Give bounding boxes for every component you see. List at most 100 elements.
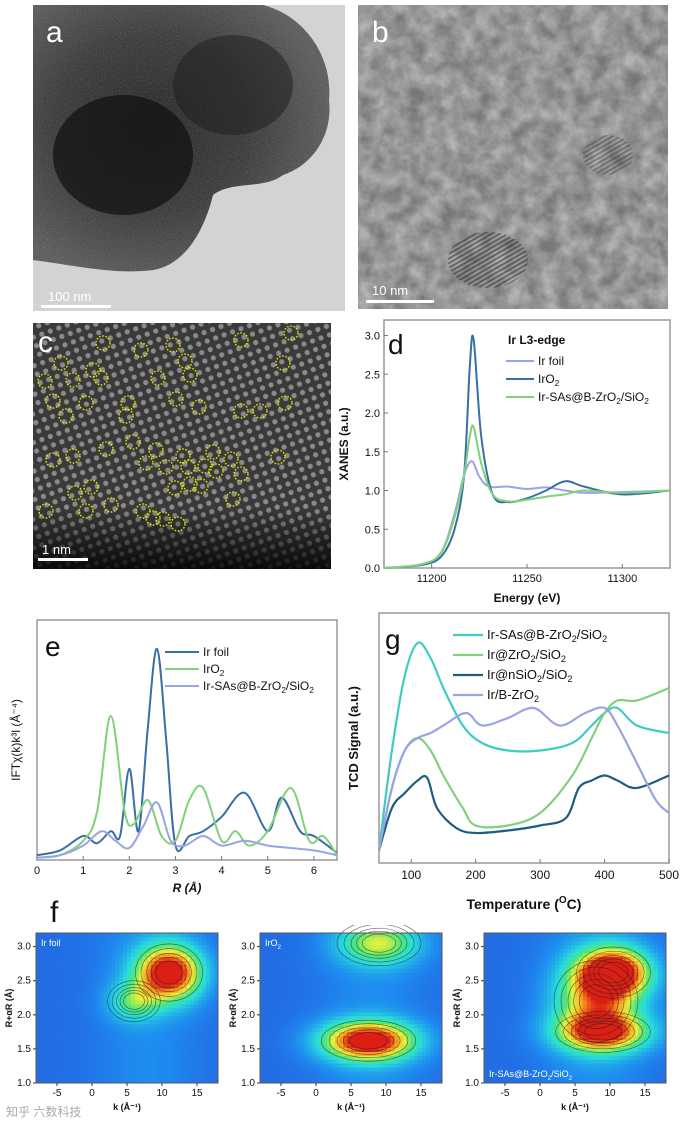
heatmap-cell (578, 972, 584, 977)
heatmap-cell (51, 1079, 57, 1084)
heatmap-cell (39, 1051, 45, 1056)
heatmap-cell (275, 968, 281, 973)
heatmap-cell (519, 1079, 524, 1084)
heatmap-cell (75, 1063, 80, 1068)
heatmap-cell (602, 1031, 608, 1037)
heatmap-cell (295, 1043, 300, 1048)
heatmap-cell (571, 1019, 576, 1025)
single-atom-marker (165, 337, 181, 353)
heatmap-cell (555, 940, 560, 946)
heatmap-cell (567, 1063, 572, 1068)
heatmap-cell (610, 1004, 615, 1009)
heatmap-cell (434, 964, 439, 969)
heatmap-cell (594, 1051, 600, 1056)
heatmap-cell (366, 984, 372, 989)
heatmap-cell (511, 1063, 517, 1068)
heatmap-cell (406, 980, 411, 985)
x-tick-label: 300 (530, 868, 550, 882)
heatmap-cell (260, 1015, 265, 1021)
heatmap-cell (83, 1047, 88, 1052)
heatmap-cell (115, 1079, 120, 1084)
heatmap-cell (343, 1019, 348, 1025)
heatmap-cell (287, 980, 293, 985)
heatmap-cell (331, 964, 336, 969)
heatmap-cell (170, 988, 175, 993)
heatmap-cell (267, 980, 273, 985)
heatmap-cell (487, 1071, 493, 1076)
heatmap-cell (590, 1079, 596, 1084)
heatmap-cell (79, 992, 84, 997)
heatmap-cell (210, 948, 215, 954)
heatmap-cell (51, 1031, 57, 1037)
heatmap-cell (426, 1004, 431, 1009)
heatmap-cell (398, 1011, 403, 1017)
heatmap-cell (307, 1063, 312, 1068)
heatmap-cell (83, 933, 88, 938)
heatmap-cell (531, 1047, 536, 1052)
heatmap-cell (214, 1000, 219, 1005)
heatmap-cell (206, 1015, 211, 1021)
heatmap-cell (327, 1019, 332, 1025)
heatmap-cell (410, 964, 415, 969)
heatmap-cell (142, 940, 148, 946)
heatmap-cell (362, 1043, 368, 1048)
heatmap-cell (343, 940, 348, 946)
heatmap-cell (515, 1000, 521, 1005)
heatmap-cell (430, 936, 435, 942)
heatmap-cell (138, 933, 144, 938)
heatmap-cell (402, 1043, 407, 1048)
heatmap-cell (484, 1055, 489, 1060)
heatmap-cell (194, 1079, 199, 1084)
heatmap-cell (87, 1004, 92, 1009)
heatmap-cell (547, 1027, 552, 1033)
heatmap-cell (83, 1008, 88, 1013)
heatmap-cell (150, 1000, 156, 1005)
heatmap-cell (487, 1031, 493, 1037)
heatmap-cell (567, 1004, 572, 1009)
heatmap-cell (422, 1019, 427, 1025)
heatmap-cell (127, 948, 132, 954)
heatmap-cell (406, 1055, 411, 1060)
heatmap-cell (186, 1039, 191, 1044)
heatmap-cell (263, 933, 269, 938)
heatmap-cell (594, 1067, 600, 1072)
legend-label-0-main: Ir foil (203, 645, 229, 659)
heatmap-cell (430, 1031, 435, 1037)
heatmap-cell (606, 1039, 612, 1044)
heatmap-cell (134, 1063, 140, 1068)
heatmap-cell (390, 1063, 395, 1068)
heatmap-cell (535, 1067, 540, 1072)
heatmap-cell (323, 972, 328, 977)
heatmap-cell (79, 933, 84, 938)
heatmap-cell (95, 1043, 100, 1048)
heatmap-cell (194, 1000, 199, 1005)
heatmap-cell (575, 964, 580, 969)
heatmap-cell (103, 1015, 108, 1021)
heatmap-cell (79, 972, 84, 977)
heatmap-cell (91, 964, 96, 969)
heatmap-cell (138, 1031, 144, 1037)
heatmap-cell (36, 976, 41, 981)
heatmap-cell (487, 1015, 493, 1021)
heatmap-cell (198, 1079, 203, 1084)
heatmap-cell (63, 944, 69, 950)
heatmap-cell (351, 992, 356, 997)
heatmap-cell (79, 952, 84, 958)
heatmap-cell (354, 976, 360, 981)
heatmap-cell (190, 1071, 195, 1076)
heatmap-cell (194, 1039, 199, 1044)
heatmap-cell (347, 1043, 352, 1048)
heatmap-cell (535, 964, 540, 969)
heatmap-cell (51, 988, 57, 993)
heatmap-cell (138, 1000, 144, 1005)
heatmap-cell (99, 972, 104, 977)
heatmap-cell (571, 1035, 576, 1040)
heatmap-cell (123, 996, 128, 1001)
heatmap-cell (590, 1015, 596, 1021)
heatmap-cell (174, 944, 179, 950)
heatmap-cell (586, 1047, 592, 1052)
heatmap-cell (174, 948, 179, 954)
heatmap-cell (79, 940, 84, 946)
heatmap-cell (198, 1067, 203, 1072)
heatmap-cell (590, 944, 596, 950)
